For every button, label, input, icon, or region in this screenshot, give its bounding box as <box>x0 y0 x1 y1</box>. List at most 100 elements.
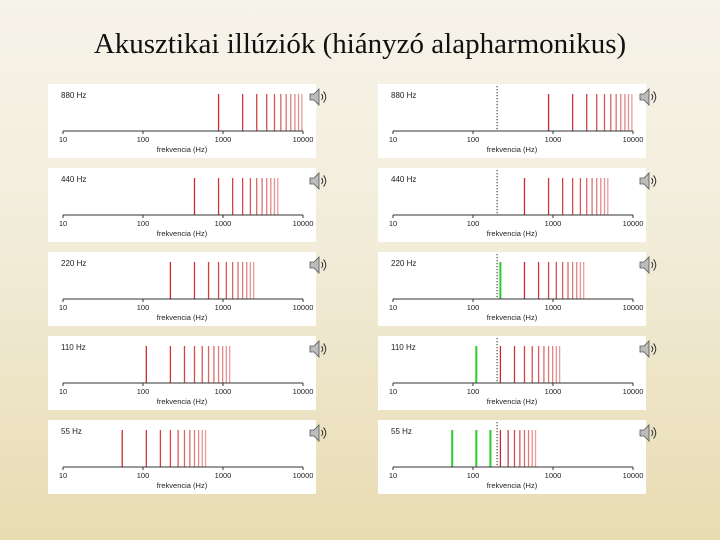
x-tick-label: 100 <box>467 219 480 228</box>
speaker-button[interactable] <box>638 86 660 108</box>
x-tick-label: 10000 <box>623 471 644 480</box>
speaker-button[interactable] <box>308 86 330 108</box>
sound-wave <box>651 177 654 185</box>
x-tick-label: 10000 <box>293 471 314 480</box>
sound-wave <box>653 175 657 187</box>
speaker-button[interactable] <box>308 254 330 276</box>
x-tick-label: 10 <box>59 135 67 144</box>
sound-wave <box>323 175 327 187</box>
speaker-button[interactable] <box>638 338 660 360</box>
sound-wave <box>321 429 324 437</box>
x-axis-label: frekvencia (Hz) <box>487 229 538 238</box>
panel-frequency-label: 55 Hz <box>61 427 82 436</box>
x-tick-label: 1000 <box>545 219 562 228</box>
spectrum-panel-right-880hz: 880 Hz 10 100 1000 10000 frekvencia (Hz) <box>378 84 646 158</box>
spectrum-panel-right-220hz: 220 Hz 10 100 1000 10000 frekvencia (Hz) <box>378 252 646 326</box>
panel-frequency-label: 220 Hz <box>61 259 86 268</box>
speaker-sound-icon[interactable] <box>638 254 660 276</box>
x-axis-label: frekvencia (Hz) <box>487 397 538 406</box>
x-axis-label: frekvencia (Hz) <box>487 145 538 154</box>
x-tick-label: 100 <box>467 303 480 312</box>
x-tick-label: 10000 <box>293 387 314 396</box>
speaker-body <box>309 88 320 106</box>
speaker-body <box>639 340 650 358</box>
sound-wave <box>653 427 657 439</box>
sound-wave <box>321 345 324 353</box>
sound-wave <box>651 261 654 269</box>
sound-wave <box>651 93 654 101</box>
sound-wave <box>653 91 657 103</box>
spectrum-chart: 440 Hz 10 100 1000 10000 frekvencia (Hz) <box>59 175 314 238</box>
sound-wave <box>651 345 654 353</box>
spectrum-panel-left-55hz: 55 Hz 10 100 1000 10000 frekvencia (Hz) <box>48 420 316 494</box>
spectrum-panel-right-110hz: 110 Hz 10 100 1000 10000 frekvencia (Hz) <box>378 336 646 410</box>
x-tick-label: 10 <box>59 303 67 312</box>
x-tick-label: 1000 <box>215 471 232 480</box>
speaker-sound-icon[interactable] <box>308 254 330 276</box>
x-tick-label: 10000 <box>293 219 314 228</box>
x-tick-label: 10 <box>389 387 397 396</box>
sound-wave <box>323 343 327 355</box>
spectrum-chart: 110 Hz 10 100 1000 10000 frekvencia (Hz) <box>389 338 644 406</box>
speaker-body <box>309 424 320 442</box>
x-tick-label: 1000 <box>545 387 562 396</box>
speaker-sound-icon[interactable] <box>308 170 330 192</box>
x-tick-label: 100 <box>137 387 150 396</box>
x-axis-label: frekvencia (Hz) <box>487 481 538 490</box>
spectrum-panel-left-110hz: 110 Hz 10 100 1000 10000 frekvencia (Hz) <box>48 336 316 410</box>
x-axis-label: frekvencia (Hz) <box>157 145 208 154</box>
speaker-sound-icon[interactable] <box>638 422 660 444</box>
spectrum-chart: 440 Hz 10 100 1000 10000 frekvencia (Hz) <box>389 170 643 238</box>
speaker-sound-icon[interactable] <box>308 422 330 444</box>
panel-frequency-label: 440 Hz <box>391 175 416 184</box>
sound-wave <box>651 429 654 437</box>
panel-frequency-label: 880 Hz <box>61 91 86 100</box>
speaker-body <box>309 172 320 190</box>
x-tick-label: 100 <box>137 219 150 228</box>
x-tick-label: 10 <box>389 303 397 312</box>
speaker-sound-icon[interactable] <box>638 338 660 360</box>
spectrum-chart: 55 Hz 10 100 1000 10000 frekvencia (Hz) <box>59 427 314 490</box>
sound-wave <box>323 259 327 271</box>
x-axis-label: frekvencia (Hz) <box>157 229 208 238</box>
x-tick-label: 10 <box>389 471 397 480</box>
x-tick-label: 10 <box>59 387 67 396</box>
sound-wave <box>653 343 657 355</box>
panel-frequency-label: 220 Hz <box>391 259 416 268</box>
spectrum-panel-right-440hz: 440 Hz 10 100 1000 10000 frekvencia (Hz) <box>378 168 646 242</box>
panel-frequency-label: 440 Hz <box>61 175 86 184</box>
sound-wave <box>323 427 327 439</box>
speaker-button[interactable] <box>308 170 330 192</box>
spectrum-panel-left-880hz: 880 Hz 10 100 1000 10000 frekvencia (Hz) <box>48 84 316 158</box>
x-tick-label: 10000 <box>623 387 644 396</box>
x-axis-label: frekvencia (Hz) <box>157 481 208 490</box>
spectrum-chart: 880 Hz 10 100 1000 10000 frekvencia (Hz) <box>389 86 644 154</box>
speaker-button[interactable] <box>638 170 660 192</box>
x-tick-label: 10000 <box>623 135 644 144</box>
speaker-sound-icon[interactable] <box>638 86 660 108</box>
speaker-button[interactable] <box>308 422 330 444</box>
spectrum-chart: 55 Hz 10 100 1000 10000 frekvencia (Hz) <box>389 422 644 490</box>
speaker-button[interactable] <box>308 338 330 360</box>
panel-frequency-label: 110 Hz <box>61 343 86 352</box>
speaker-button[interactable] <box>638 254 660 276</box>
spectrum-panel-left-220hz: 220 Hz 10 100 1000 10000 frekvencia (Hz) <box>48 252 316 326</box>
speaker-body <box>309 256 320 274</box>
sound-wave <box>653 259 657 271</box>
x-tick-label: 1000 <box>545 303 562 312</box>
x-tick-label: 1000 <box>215 219 232 228</box>
speaker-sound-icon[interactable] <box>308 338 330 360</box>
x-tick-label: 1000 <box>215 303 232 312</box>
x-tick-label: 1000 <box>545 471 562 480</box>
speaker-sound-icon[interactable] <box>308 86 330 108</box>
slide-title: Akusztikai illúziók (hiányzó alapharmoni… <box>93 28 627 60</box>
x-tick-label: 10000 <box>293 303 314 312</box>
speaker-body <box>639 88 650 106</box>
speaker-sound-icon[interactable] <box>638 170 660 192</box>
x-tick-label: 100 <box>467 471 480 480</box>
x-tick-label: 100 <box>137 471 150 480</box>
speaker-button[interactable] <box>638 422 660 444</box>
x-tick-label: 100 <box>467 135 480 144</box>
x-tick-label: 1000 <box>215 135 232 144</box>
spectrum-chart: 220 Hz 10 100 1000 10000 frekvencia (Hz) <box>59 259 314 322</box>
